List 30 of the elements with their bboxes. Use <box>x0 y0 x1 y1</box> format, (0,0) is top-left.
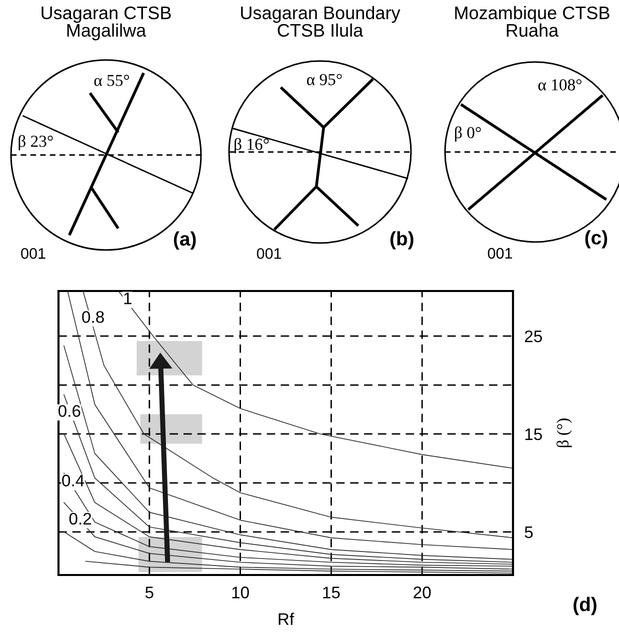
text: β 0° <box>455 126 481 142</box>
y-tick-label: 25 <box>524 330 542 342</box>
annotation: 0.2 <box>69 512 92 525</box>
text: β 16° <box>234 138 269 154</box>
x-axis-title: Rf <box>278 612 294 625</box>
text: (b) <box>390 231 414 250</box>
text: Mozambique CTSB Ruaha <box>455 6 610 37</box>
text: α 95° <box>306 74 342 86</box>
text: (a) <box>174 231 196 250</box>
text: α 108° <box>538 79 582 90</box>
text: Usagaran Boundary CTSB Ilula <box>241 6 400 37</box>
text: (c) <box>585 230 608 248</box>
annotation: 1 <box>124 292 132 304</box>
text: Usagaran CTSB Magalilwa <box>42 6 171 40</box>
annotation: 0.8 <box>82 311 104 323</box>
text: 001 <box>21 248 46 259</box>
x-tick-label: 5 <box>145 586 154 598</box>
x-tick-label: 10 <box>232 586 249 598</box>
y-axis-title: β (°) <box>556 418 572 448</box>
text: 001 <box>488 248 512 259</box>
x-tick-label: 15 <box>323 586 340 598</box>
text: α 55° <box>94 74 130 86</box>
text: 001 <box>256 248 282 259</box>
annotation: 0.6 <box>58 405 80 417</box>
y-tick-label: 15 <box>525 428 542 440</box>
y-tick-label: 5 <box>524 526 533 538</box>
x-tick-label: 20 <box>414 586 431 598</box>
annotation: 0.4 <box>62 474 84 486</box>
text: (d) <box>574 596 596 616</box>
text: β 23° <box>18 135 53 150</box>
